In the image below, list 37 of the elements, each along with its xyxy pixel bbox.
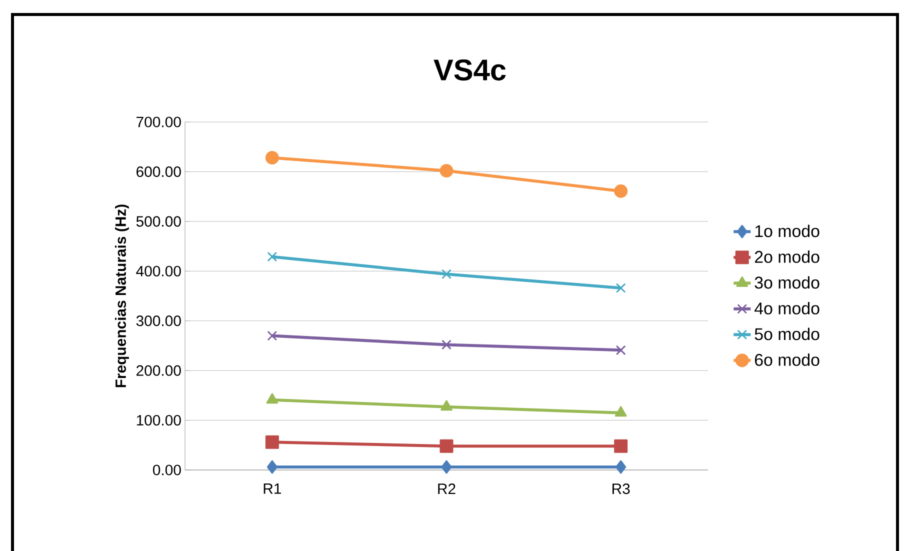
x-tick-label: R1: [264, 484, 281, 494]
x-tick-label: R3: [612, 484, 630, 494]
point: [267, 330, 278, 341]
point: [265, 435, 279, 449]
legend-label: 1o modo: [755, 224, 820, 238]
point: [614, 184, 628, 198]
point: [616, 283, 626, 294]
chart-title: VS4c: [434, 59, 506, 81]
legend-label: 3o modo: [754, 276, 820, 289]
point: [266, 460, 278, 474]
y-tick-label: 300.00: [136, 316, 181, 326]
point: [441, 460, 452, 474]
point: [616, 345, 626, 356]
y-tick-label: 600.00: [136, 166, 181, 177]
point: [440, 439, 454, 453]
point: [440, 164, 454, 178]
y-tick-label: 500.00: [136, 216, 181, 227]
point: [614, 406, 627, 417]
y-tick-label: 700.00: [136, 116, 181, 128]
point: [614, 439, 628, 453]
legend-label: 5o modo: [754, 328, 820, 340]
point: [442, 340, 452, 350]
y-tick-label: 100.00: [136, 414, 181, 426]
legend-label: 2o modo: [754, 250, 820, 263]
y-tick-label: 0.00: [152, 464, 181, 476]
y-axis-title: Frequencias Naturais (Hz): [115, 204, 129, 388]
point: [267, 252, 278, 262]
y-tick-label: 200.00: [136, 365, 181, 376]
x-tick-label: R2: [438, 484, 456, 494]
point: [265, 151, 279, 165]
legend-label: 6o modo: [754, 353, 820, 366]
point: [442, 269, 452, 280]
point: [266, 393, 278, 404]
point: [440, 400, 452, 411]
y-tick-label: 400.00: [136, 266, 181, 276]
point: [616, 460, 626, 474]
legend-label: 4o modo: [754, 302, 820, 314]
